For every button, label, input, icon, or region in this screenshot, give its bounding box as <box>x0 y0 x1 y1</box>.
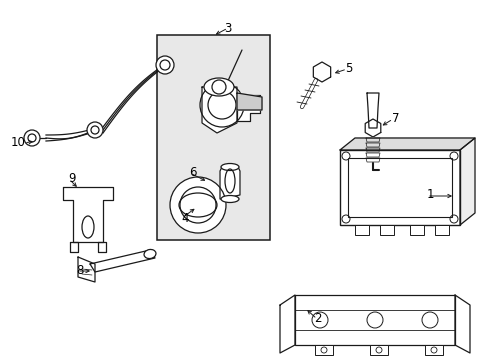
Bar <box>157 35 269 240</box>
Polygon shape <box>220 167 240 199</box>
Circle shape <box>87 122 103 138</box>
Text: 7: 7 <box>391 112 399 125</box>
Polygon shape <box>78 257 95 282</box>
Circle shape <box>156 56 174 74</box>
Polygon shape <box>237 93 262 110</box>
Polygon shape <box>339 138 474 150</box>
Polygon shape <box>313 62 330 82</box>
Bar <box>294 295 454 345</box>
Polygon shape <box>98 242 106 252</box>
Ellipse shape <box>144 249 156 258</box>
Text: 6: 6 <box>189 166 196 179</box>
Ellipse shape <box>221 195 239 202</box>
Text: 9: 9 <box>68 171 76 184</box>
Polygon shape <box>90 250 155 272</box>
Text: 2: 2 <box>314 311 321 324</box>
Ellipse shape <box>203 78 234 96</box>
Text: 4: 4 <box>181 211 188 225</box>
Bar <box>354 225 368 235</box>
Bar <box>369 345 387 355</box>
Circle shape <box>170 177 225 233</box>
Circle shape <box>24 130 40 146</box>
Polygon shape <box>202 87 237 133</box>
Text: 3: 3 <box>224 22 231 35</box>
Polygon shape <box>63 187 113 242</box>
Bar <box>347 158 451 217</box>
Polygon shape <box>454 295 469 353</box>
Polygon shape <box>70 242 78 252</box>
Circle shape <box>200 83 244 127</box>
Bar <box>434 225 448 235</box>
Bar <box>339 150 459 225</box>
Text: 10: 10 <box>11 135 25 148</box>
Bar <box>314 345 332 355</box>
Bar <box>424 345 442 355</box>
Text: 1: 1 <box>426 189 433 202</box>
Ellipse shape <box>221 163 239 171</box>
Bar <box>379 225 393 235</box>
Text: 8: 8 <box>76 264 83 276</box>
Polygon shape <box>459 138 474 225</box>
Polygon shape <box>237 95 260 121</box>
Polygon shape <box>280 295 294 353</box>
Bar <box>409 225 423 235</box>
Polygon shape <box>366 93 378 128</box>
Polygon shape <box>365 119 380 137</box>
Text: 5: 5 <box>345 62 352 75</box>
